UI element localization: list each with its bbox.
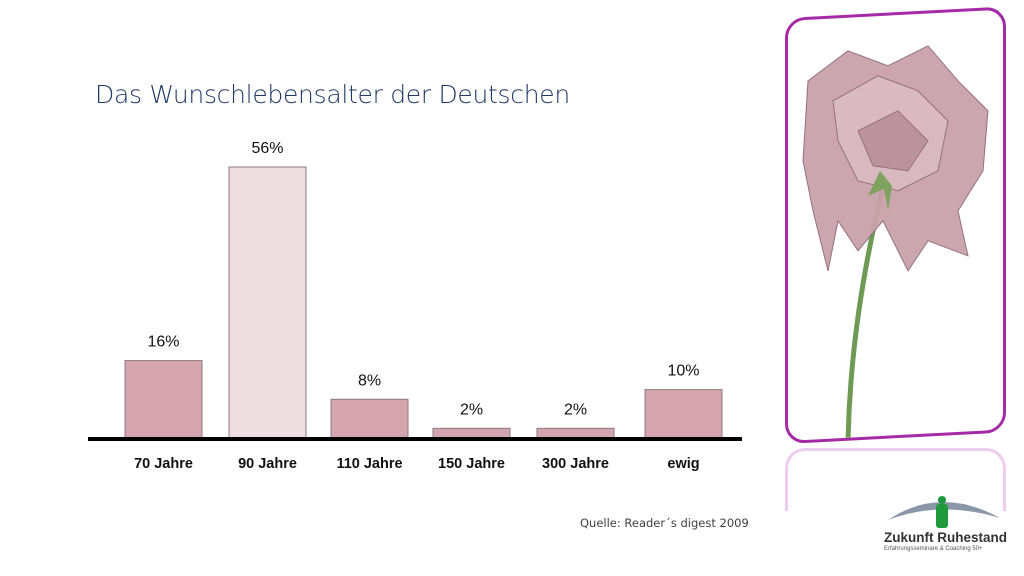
- rose-image-frame: [785, 6, 1006, 445]
- data-label: 56%: [251, 140, 283, 157]
- bar-300-jahre: [536, 427, 615, 439]
- x-tick-label: 150 Jahre: [438, 456, 505, 472]
- bar-70-jahre: [124, 360, 203, 439]
- data-label: 10%: [667, 363, 699, 380]
- data-label: 8%: [358, 372, 381, 389]
- x-tick-label: 300 Jahre: [542, 456, 609, 472]
- wilted-rose-icon: [802, 45, 989, 441]
- source-note: Quelle: Reader´s digest 2009: [580, 516, 749, 530]
- logo-name: Zukunft Ruhestand: [884, 530, 1007, 545]
- logo: Zukunft Ruhestand Erfahrungsseminare & C…: [880, 490, 1010, 570]
- logo-tagline: Erfahrungsseminare & Coaching 50+: [884, 546, 983, 552]
- x-tick-label: 110 Jahre: [336, 456, 402, 472]
- x-tick-label: 70 Jahre: [134, 456, 193, 472]
- chart-title: Das Wunschlebensalter der Deutschen: [95, 80, 570, 109]
- data-label: 2%: [460, 401, 483, 418]
- data-label: 2%: [564, 401, 587, 418]
- rose-image-reflection: [785, 448, 1006, 511]
- bar-150-jahre: [432, 427, 511, 439]
- bar-110-jahre: [330, 398, 409, 439]
- bar-ewig: [644, 389, 723, 439]
- bar-90-jahre: [228, 166, 307, 439]
- bar-chart: 16% 70 Jahre 56% 90 Jahre 8% 110 Jahre 2% 150 J…: [88, 140, 742, 472]
- x-tick-label: 90 Jahre: [238, 456, 297, 472]
- data-label: 16%: [147, 334, 179, 351]
- person-arc-logo-icon: [888, 496, 1000, 528]
- x-tick-label: ewig: [667, 456, 699, 472]
